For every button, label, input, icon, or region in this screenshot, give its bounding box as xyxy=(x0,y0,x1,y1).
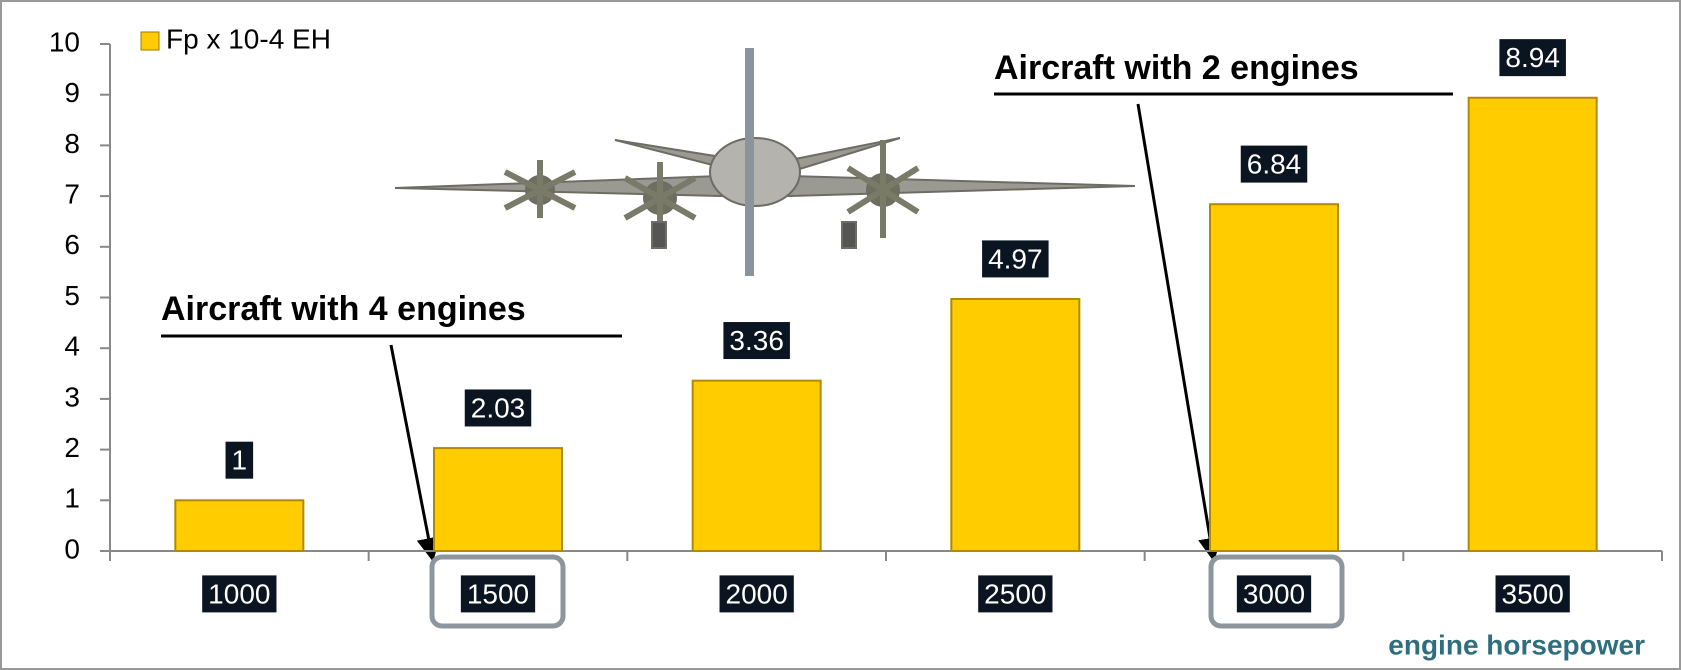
data-label: 2.03 xyxy=(471,392,526,423)
data-label-box xyxy=(723,322,790,360)
x-tick-label-box xyxy=(1495,575,1570,613)
data-label: 3.36 xyxy=(729,325,784,356)
data-label: 8.94 xyxy=(1505,42,1560,73)
data-label-box xyxy=(225,441,254,479)
data-label-box xyxy=(1240,145,1308,183)
bar xyxy=(174,499,305,552)
x-tick-label: 3000 xyxy=(1243,578,1305,609)
highlight-box xyxy=(1208,554,1345,629)
annotation-arrow xyxy=(1136,103,1222,562)
x-tick-label: 2500 xyxy=(984,578,1046,609)
y-tick-label: 6 xyxy=(64,229,80,260)
x-tick-label: 2000 xyxy=(726,578,788,609)
annotation: Aircraft with 4 engines xyxy=(161,290,526,328)
y-tick-label: 5 xyxy=(64,280,80,311)
bar xyxy=(1467,96,1598,552)
x-axis-label: engine horsepower xyxy=(1388,629,1645,660)
y-tick-label: 1 xyxy=(64,483,80,514)
data-label-box xyxy=(1499,39,1566,77)
x-tick-label-box xyxy=(460,575,536,613)
y-tick-label: 9 xyxy=(64,77,80,108)
legend-swatch xyxy=(140,31,160,51)
y-tick-label: 3 xyxy=(64,381,80,412)
x-tick-label: 3500 xyxy=(1502,578,1564,609)
y-tick-label: 4 xyxy=(64,331,80,362)
bar xyxy=(691,379,822,553)
annotation: Aircraft with 2 engines xyxy=(994,49,1359,87)
bar xyxy=(433,447,563,553)
x-tick-label-box xyxy=(1236,575,1312,613)
data-label: 1 xyxy=(232,445,248,476)
x-tick-label-box xyxy=(978,575,1053,613)
data-label-box xyxy=(982,240,1049,278)
x-tick-label-box xyxy=(202,575,277,613)
y-tick-label: 8 xyxy=(64,128,80,159)
data-label-box xyxy=(464,389,532,427)
y-tick-label: 10 xyxy=(49,26,80,57)
bar xyxy=(950,298,1081,552)
airplane-illustration xyxy=(394,48,1136,276)
data-label: 6.84 xyxy=(1247,149,1302,180)
highlight-box xyxy=(429,554,566,629)
x-tick-label: 1500 xyxy=(467,578,529,609)
annotation-arrow xyxy=(389,344,441,562)
y-tick-label: 7 xyxy=(64,178,80,209)
y-tick-label: 0 xyxy=(64,533,80,564)
legend-label: Fp x 10-4 EH xyxy=(166,23,331,54)
bar xyxy=(1209,203,1339,552)
x-tick-label: 1000 xyxy=(208,578,270,609)
data-label: 4.97 xyxy=(988,243,1043,274)
y-tick-label: 2 xyxy=(64,432,80,463)
x-tick-label-box xyxy=(719,575,794,613)
